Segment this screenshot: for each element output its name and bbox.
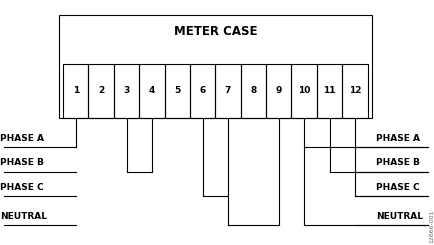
Text: 1: 1 [72, 86, 79, 95]
Text: NEUTRAL: NEUTRAL [375, 212, 422, 221]
Text: 10: 10 [297, 86, 309, 95]
Text: 4: 4 [148, 86, 155, 95]
Text: 9: 9 [275, 86, 281, 95]
Text: NEUTRAL: NEUTRAL [0, 212, 47, 221]
Bar [164, 64, 190, 118]
Bar [114, 64, 139, 118]
Text: 2: 2 [98, 86, 104, 95]
Text: 12666-001: 12666-001 [428, 209, 433, 243]
Text: PHASE A: PHASE A [0, 134, 44, 143]
Bar [63, 64, 88, 118]
Bar [139, 64, 164, 118]
Text: PHASE A: PHASE A [375, 134, 419, 143]
Bar [291, 64, 316, 118]
Text: PHASE C: PHASE C [375, 183, 419, 192]
Bar [240, 64, 266, 118]
Bar [316, 64, 342, 118]
Text: 6: 6 [199, 86, 205, 95]
Text: PHASE B: PHASE B [375, 159, 419, 167]
Text: 5: 5 [174, 86, 180, 95]
Bar [266, 64, 291, 118]
Text: 12: 12 [348, 86, 360, 95]
Text: 8: 8 [250, 86, 256, 95]
Bar [190, 64, 215, 118]
Bar [342, 64, 367, 118]
Bar [215, 64, 240, 118]
Bar [88, 64, 114, 118]
Bar [59, 15, 371, 118]
Text: 7: 7 [224, 86, 230, 95]
Text: PHASE C: PHASE C [0, 183, 43, 192]
Text: METER CASE: METER CASE [173, 25, 256, 38]
Text: 3: 3 [123, 86, 129, 95]
Text: PHASE B: PHASE B [0, 159, 44, 167]
Text: 11: 11 [322, 86, 335, 95]
